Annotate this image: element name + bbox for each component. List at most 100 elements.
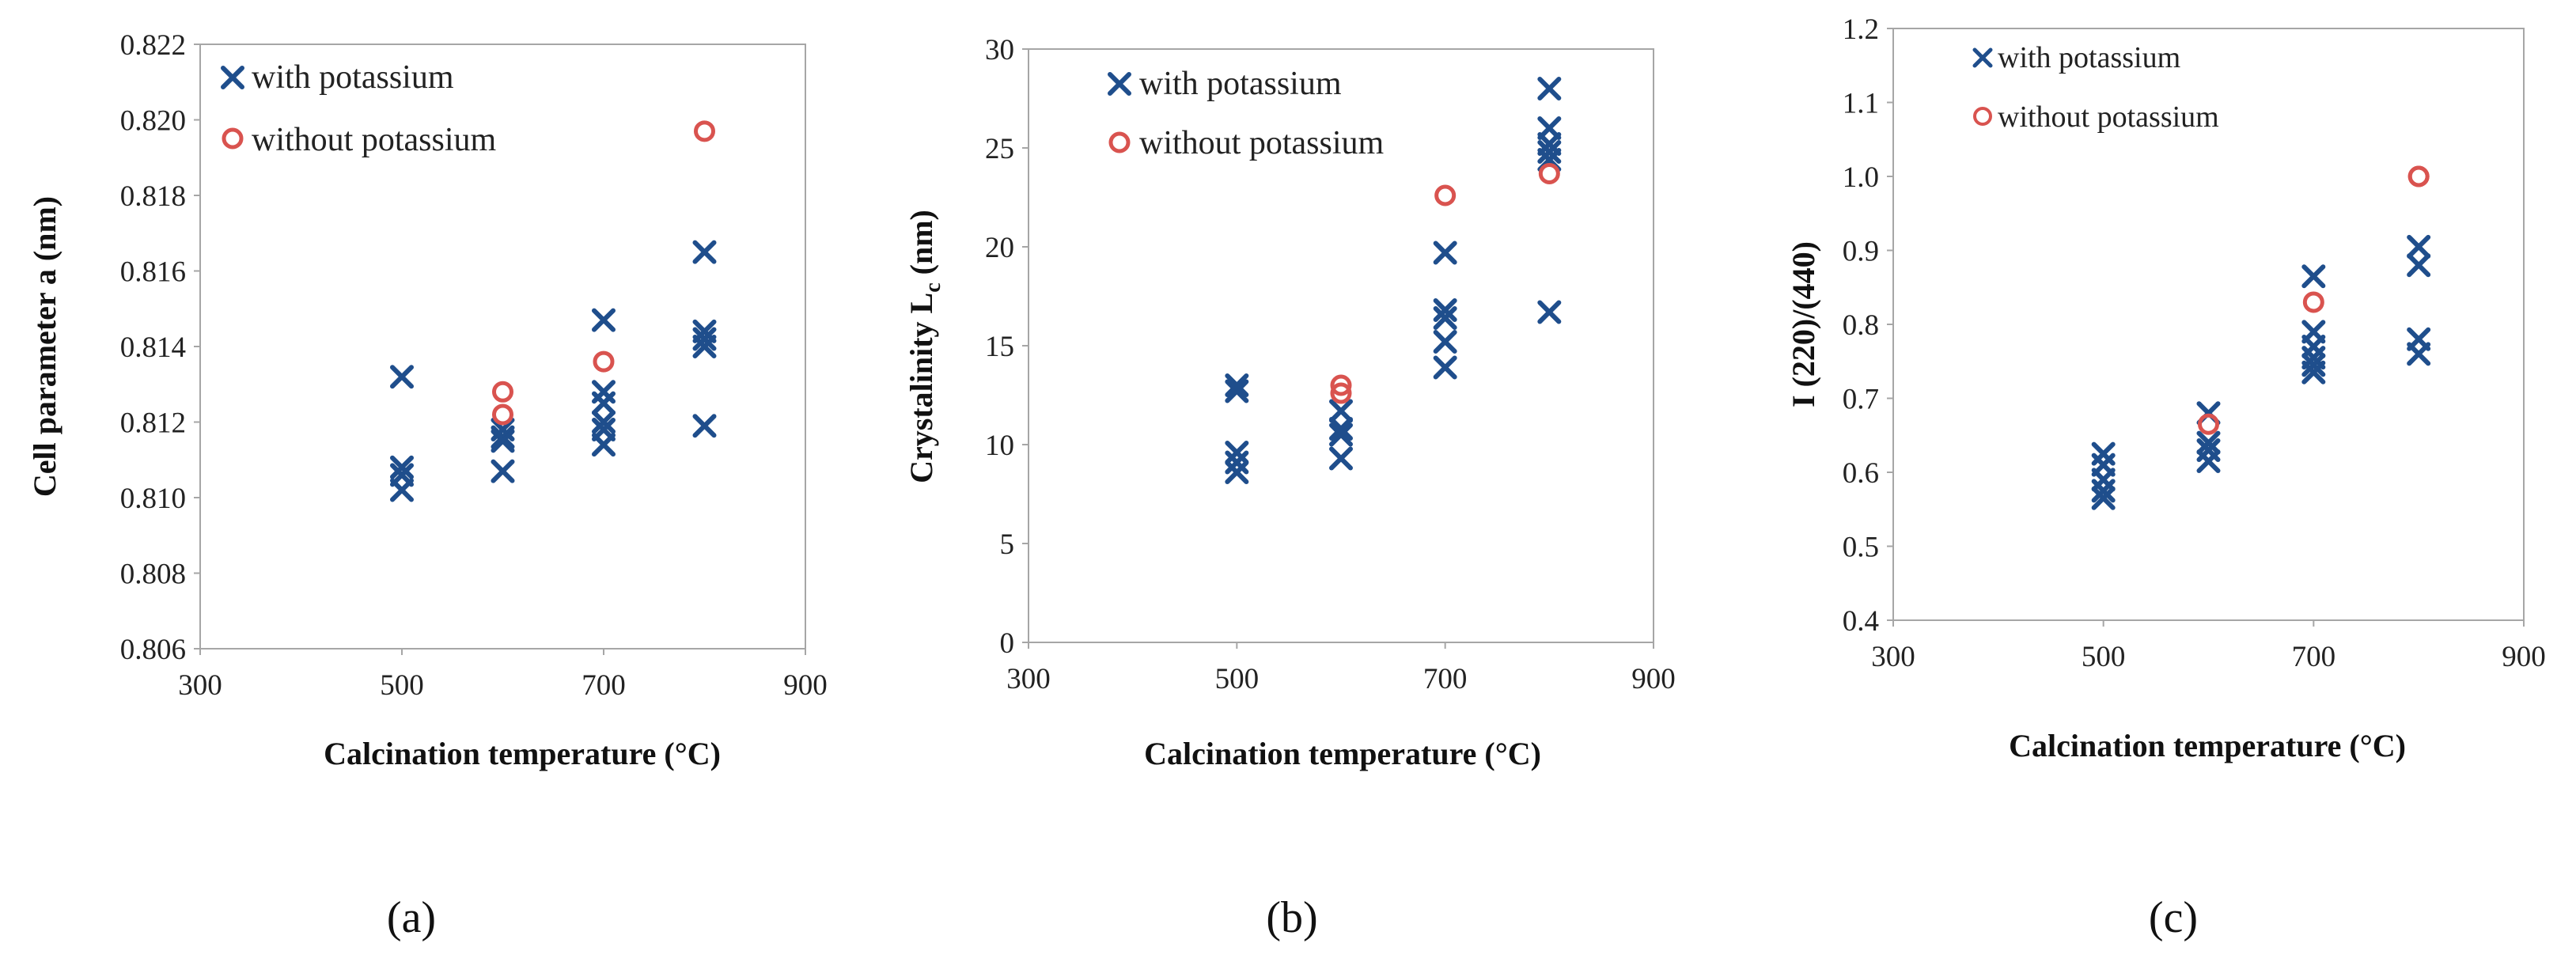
panel-c-with-potassium-point-3 — [2091, 479, 2116, 503]
panel-b-x-axis-title: Calcination temperature (°C) — [1144, 736, 1541, 771]
panel-c-x-ticks: 300 500 700 900 — [1871, 620, 2546, 673]
panel-a-y-tick-label-0: 0.806 — [120, 634, 186, 666]
panel-a-chart: 0.806 0.808 0.810 0.812 0.814 0.816 0.818 0.820… — [27, 29, 828, 942]
panel-c-x-tick-label-1: 500 — [2082, 641, 2126, 673]
panel-b-legend-x-marker — [1108, 72, 1131, 96]
panel-a-y-tick-label-1: 0.808 — [120, 559, 186, 591]
panel-b-x-tick-label-3: 900 — [1631, 663, 1676, 695]
panel-c-y-tick-label-0: 0.4 — [1843, 605, 1879, 638]
panel-b-with-potassium-point-14 — [1537, 77, 1562, 100]
panel-b-y-tick-label-0: 0 — [1000, 627, 1015, 660]
panel-b-label: (b) — [1266, 893, 1317, 942]
panel-b-marks — [1225, 77, 1562, 484]
panel-a-legend-x-marker — [221, 66, 244, 89]
panel-a-y-tick-label-2: 0.810 — [120, 483, 186, 515]
panel-c-with-potassium-point-9 — [2301, 264, 2326, 289]
panel-b-with-potassium-point-7 — [1329, 422, 1353, 447]
panel-b-with-potassium-point-13 — [1433, 355, 1457, 380]
panel-b-legend: with potassium without potassium — [1108, 66, 1385, 161]
panel-b-y-axis-title-subscript: c — [921, 282, 945, 292]
panel-b-legend-label-without: without potassium — [1139, 125, 1385, 161]
panel-c-y-tick-label-1: 0.5 — [1843, 532, 1879, 564]
panel-b-y-tick-label-1: 5 — [1000, 528, 1015, 561]
panel-b-with-potassium-point-8 — [1329, 446, 1353, 471]
panel-c-x-tick-label-3: 900 — [2502, 641, 2546, 673]
panel-c-with-potassium-point-13 — [2301, 353, 2326, 377]
panel-b-with-potassium-point-10 — [1433, 298, 1457, 322]
panel-a-legend-o-marker — [222, 127, 244, 150]
panel-b-y-axis-title: Crystalinity Lc (nm) — [903, 210, 945, 483]
panel-a-marks — [390, 120, 717, 502]
panel-c-without-potassium-point-1 — [2302, 291, 2324, 313]
panel-b-with-potassium-point-0 — [1225, 373, 1249, 397]
panel-a-y-tick-label-4: 0.814 — [120, 331, 186, 364]
panel-a-with-potassium-point-8 — [592, 308, 616, 332]
panel-b-y-axis-title-main: Crystalinity L — [903, 293, 939, 483]
panel-b-with-potassium-point-5 — [1329, 399, 1353, 423]
panel-a-x-tick-label-2: 700 — [581, 669, 626, 702]
panel-c-with-potassium-point-14 — [2301, 360, 2326, 384]
panel-a-x-tick-label-3: 900 — [783, 669, 828, 702]
panel-b-with-potassium-point-19 — [1537, 300, 1562, 324]
panel-b-without-potassium-point-1 — [1330, 382, 1352, 404]
panel-c-y-tick-label-6: 1.0 — [1843, 161, 1879, 194]
panel-b-with-potassium-point-1 — [1225, 379, 1249, 403]
panel-c-y-ticks: 0.4 0.5 0.6 0.7 0.8 0.9 1.0 1.1 1.2 — [1843, 13, 1893, 638]
panel-c-legend-o-marker — [1973, 107, 1992, 126]
panel-b-x-tick-label-1: 500 — [1215, 663, 1260, 695]
panel-a-y-tick-label-6: 0.818 — [120, 180, 186, 213]
panel-c-chart: 0.4 0.5 0.6 0.7 0.8 0.9 1.0 1.1 1.2 300 500 700 900… — [1786, 13, 2546, 942]
panel-c-y-tick-label-4: 0.8 — [1843, 309, 1879, 342]
panel-c-x-tick-label-0: 300 — [1871, 641, 1915, 673]
panel-c-legend-label-with: with potassium — [1998, 41, 2180, 74]
panel-c-without-potassium-point-3 — [2407, 165, 2430, 187]
panel-a-with-potassium-point-10 — [592, 391, 616, 415]
panel-c-y-tick-label-2: 0.6 — [1843, 457, 1879, 490]
panel-b-x-tick-label-2: 700 — [1423, 663, 1468, 695]
panel-b-with-potassium-point-4 — [1225, 460, 1249, 484]
panel-b-y-axis-title-unit: (nm) — [903, 210, 939, 282]
panel-b-y-tick-label-5: 25 — [985, 133, 1014, 165]
panel-a-y-ticks: 0.806 0.808 0.810 0.812 0.814 0.816 0.818 0.820… — [120, 29, 200, 666]
panel-b-legend-label-with: with potassium — [1139, 66, 1342, 102]
panel-c-legend: with potassium without potassium — [1972, 41, 2219, 134]
panel-a-y-axis-title: Cell parameter a (nm) — [27, 196, 63, 497]
panel-c-legend-x-marker — [1972, 47, 1993, 68]
panel-b-y-tick-label-6: 30 — [985, 34, 1014, 66]
panel-a-with-potassium-point-7 — [491, 459, 515, 483]
panel-c-with-potassium-point-16 — [2407, 253, 2431, 278]
panel-b-with-potassium-point-17 — [1537, 140, 1562, 164]
panel-a-legend: with potassium without potassium — [221, 59, 497, 158]
panel-c-legend-label-without: without potassium — [1998, 100, 2219, 134]
panel-b-with-potassium-point-6 — [1329, 417, 1353, 441]
panel-a-with-potassium-point-3 — [390, 478, 414, 502]
panel-b-chart: 0 5 10 15 20 25 30 300 500 700 900 with potassium… — [903, 34, 1676, 942]
panel-a-with-potassium-point-17 — [692, 335, 717, 358]
panel-a-legend-label-with: with potassium — [252, 59, 454, 96]
panel-c-y-tick-label-3: 0.7 — [1843, 384, 1879, 416]
panel-b-x-tick-label-0: 300 — [1006, 663, 1051, 695]
panel-a-with-potassium-point-0 — [390, 365, 414, 389]
panel-b-without-potassium-point-2 — [1434, 184, 1457, 206]
panel-b-with-potassium-point-9 — [1433, 240, 1457, 265]
panel-c-x-tick-label-2: 700 — [2292, 641, 2336, 673]
panel-a-with-potassium-point-1 — [390, 455, 414, 479]
panel-a-with-potassium-point-16 — [692, 327, 717, 351]
panel-a-with-potassium-point-13 — [592, 433, 616, 457]
panel-a-x-tick-label-1: 500 — [380, 669, 424, 702]
panel-c-with-potassium-point-15 — [2407, 234, 2431, 259]
panel-a-with-potassium-point-6 — [491, 429, 515, 453]
panel-c-marks — [2091, 165, 2431, 510]
panel-c-with-potassium-point-6 — [2196, 430, 2221, 455]
panel-a-without-potassium-point-0 — [492, 381, 513, 403]
panel-c-y-tick-label-5: 0.9 — [1843, 236, 1879, 268]
panel-a-without-potassium-point-3 — [694, 120, 715, 142]
panel-b-y-tick-label-4: 20 — [985, 232, 1014, 264]
panel-c-x-axis-title: Calcination temperature (°C) — [2009, 728, 2406, 763]
panel-a-y-tick-label-8: 0.822 — [120, 29, 186, 62]
panel-b-x-ticks: 300 500 700 900 — [1006, 642, 1676, 695]
panel-c-y-tick-label-7: 1.1 — [1843, 88, 1879, 120]
panel-a-legend-label-without: without potassium — [252, 122, 497, 158]
panel-c-with-potassium-point-8 — [2196, 449, 2221, 473]
